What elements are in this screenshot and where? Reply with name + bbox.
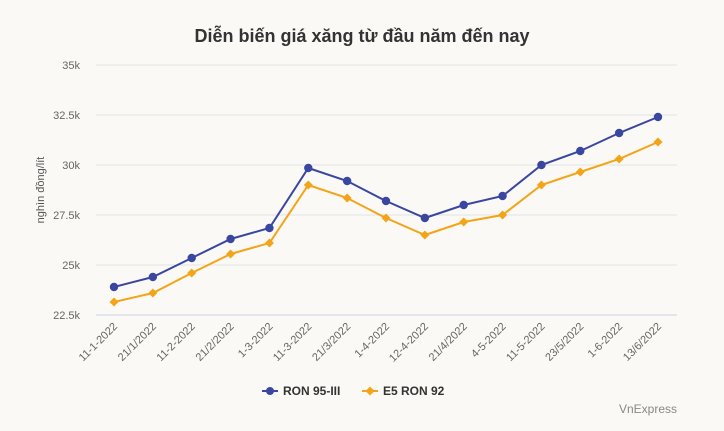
data-point (576, 146, 585, 156)
y-tick-label: 27.5k (53, 210, 80, 222)
data-point (109, 282, 119, 292)
legend-label: E5 RON 92 (383, 384, 445, 398)
x-tick-label: 21/3/2022 (310, 321, 353, 364)
x-tick-label: 11-3-2022 (271, 321, 314, 364)
x-tick-label: 11-1-2022 (77, 321, 120, 364)
data-point (148, 272, 158, 282)
data-point (653, 137, 663, 147)
x-tick-label: 4-5-2022 (469, 321, 509, 361)
x-tick-label: 11-5-2022 (504, 321, 547, 364)
legend-label: RON 95-III (283, 384, 340, 398)
x-tick-label: 21/4/2022 (427, 321, 470, 364)
data-point (187, 268, 197, 278)
legend-marker (266, 387, 274, 395)
x-tick-label: 13/6/2022 (621, 321, 664, 364)
data-point (420, 213, 430, 223)
data-point (498, 210, 508, 220)
y-tick-label: 30k (62, 160, 80, 172)
data-point (304, 163, 313, 173)
data-point (264, 238, 274, 248)
data-point (459, 217, 469, 227)
chart-title: Diễn biến giá xăng từ đầu năm đến nay (194, 25, 529, 46)
data-point (420, 230, 430, 240)
x-tick-label: 12-4-2022 (387, 321, 431, 365)
x-tick-label: 23/5/2022 (543, 321, 586, 364)
data-point (575, 167, 585, 177)
x-tick-label: 11-2-2022 (154, 321, 197, 364)
data-point (381, 196, 391, 206)
data-point (498, 191, 507, 201)
data-point (148, 288, 158, 298)
data-point (614, 154, 624, 164)
x-tick-label: 21/2/2022 (194, 321, 237, 364)
data-point (537, 160, 546, 170)
legend-marker (365, 386, 375, 396)
x-tick-label: 1-3-2022 (236, 321, 276, 361)
data-point (226, 234, 235, 244)
data-point (265, 223, 274, 233)
data-point (536, 180, 546, 190)
x-tick-label: 21/1/2022 (116, 321, 159, 364)
data-point (226, 249, 236, 259)
data-point (303, 180, 313, 190)
credit-vnexpress: VnExpress (619, 402, 677, 416)
data-point (342, 193, 352, 203)
x-tick-label: 1-4-2022 (352, 321, 392, 361)
data-point (653, 112, 663, 122)
data-point (459, 200, 468, 210)
data-point (614, 128, 624, 138)
data-point (109, 297, 119, 307)
data-point (342, 176, 352, 186)
x-tick-label: 1-6-2022 (586, 321, 626, 361)
y-axis-label: nghìn đồng/lít (35, 157, 47, 224)
y-tick-label: 22.5k (53, 310, 80, 322)
data-point (381, 213, 391, 223)
y-tick-label: 25k (62, 260, 80, 272)
data-point (187, 253, 196, 263)
y-tick-label: 32.5k (53, 110, 80, 122)
y-tick-label: 35k (62, 60, 80, 72)
